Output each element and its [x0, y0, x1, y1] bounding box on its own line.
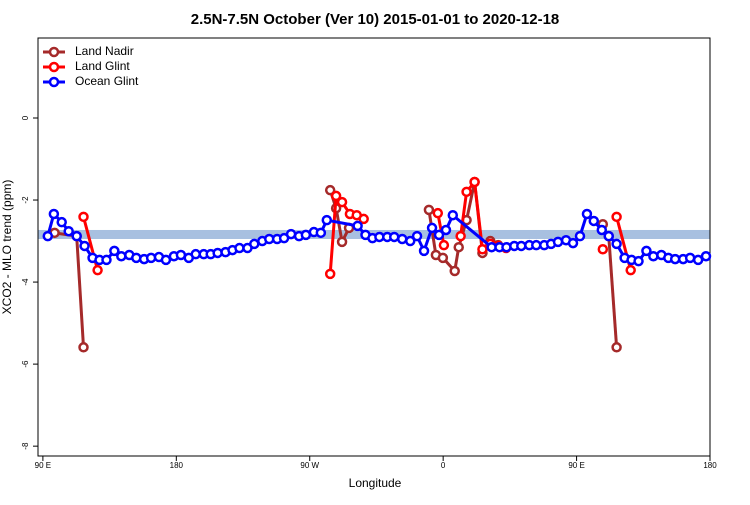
series-line [607, 236, 619, 348]
point [438, 239, 450, 251]
point [324, 184, 336, 196]
x-tick-label: 180 [703, 461, 717, 470]
point [358, 213, 369, 225]
point [469, 176, 480, 188]
y-tick-label: -6 [21, 360, 30, 368]
point [56, 216, 67, 228]
point [78, 211, 89, 223]
point [315, 227, 327, 239]
point [352, 220, 363, 232]
point [42, 230, 54, 242]
point [71, 230, 82, 242]
point [116, 250, 127, 262]
point [588, 215, 600, 227]
x-tick-label: 0 [441, 461, 446, 470]
point [92, 264, 103, 276]
x-tick-label: 90 W [300, 461, 319, 470]
legend-label: Ocean Glint [75, 74, 139, 88]
point [79, 240, 90, 252]
y-tick-label: 0 [21, 115, 30, 120]
point [404, 235, 416, 247]
y-tick-label: -8 [21, 442, 30, 450]
point [449, 265, 460, 277]
point [330, 190, 342, 202]
point [418, 245, 430, 257]
x-tick-label: 180 [170, 461, 184, 470]
point [581, 208, 593, 220]
point [437, 252, 449, 264]
point [633, 255, 644, 267]
y-tick-label: -2 [21, 196, 30, 204]
point [692, 254, 704, 266]
point [388, 231, 400, 243]
series-line [54, 231, 86, 348]
point [321, 214, 333, 226]
point [396, 233, 408, 245]
x-tick-label: 90 E [35, 461, 51, 470]
y-tick-label: -4 [21, 278, 30, 286]
point [648, 250, 659, 262]
point [611, 211, 622, 223]
x-tick-label: 90 E [568, 461, 584, 470]
point [597, 244, 609, 255]
x-axis-label: Longitude [349, 476, 402, 490]
point [324, 268, 336, 280]
point [641, 245, 652, 257]
point [285, 228, 297, 240]
point [700, 250, 712, 262]
legend-marker [48, 46, 60, 58]
point [596, 224, 608, 236]
point [552, 236, 564, 248]
point [432, 207, 444, 219]
point [423, 204, 435, 216]
point [440, 224, 452, 236]
point [574, 230, 586, 242]
point [625, 264, 636, 276]
plot-frame [37, 37, 711, 457]
point [426, 222, 438, 234]
legend-label: Land Nadir [75, 44, 134, 58]
point [63, 225, 74, 237]
point [455, 230, 466, 242]
point [516, 240, 527, 252]
point [611, 342, 622, 353]
point [109, 245, 120, 257]
point [453, 241, 464, 253]
point [603, 230, 614, 242]
point [433, 229, 445, 241]
y-axis-label: XCO2 - MLO trend (ppm) [0, 180, 14, 315]
point [567, 237, 579, 249]
point [611, 238, 622, 250]
legend-marker [48, 61, 60, 73]
chart-title: 2.5N-7.5N October (Ver 10) 2015-01-01 to… [191, 11, 560, 28]
point [48, 208, 60, 220]
point [78, 342, 89, 353]
point [477, 244, 488, 255]
point [336, 196, 348, 208]
point [461, 186, 472, 198]
point [336, 236, 348, 248]
point [101, 254, 112, 266]
point [411, 230, 423, 242]
legend-label: Land Glint [75, 59, 130, 73]
legend-marker [48, 76, 60, 88]
point [447, 209, 459, 221]
point [684, 252, 696, 264]
point [160, 254, 172, 266]
